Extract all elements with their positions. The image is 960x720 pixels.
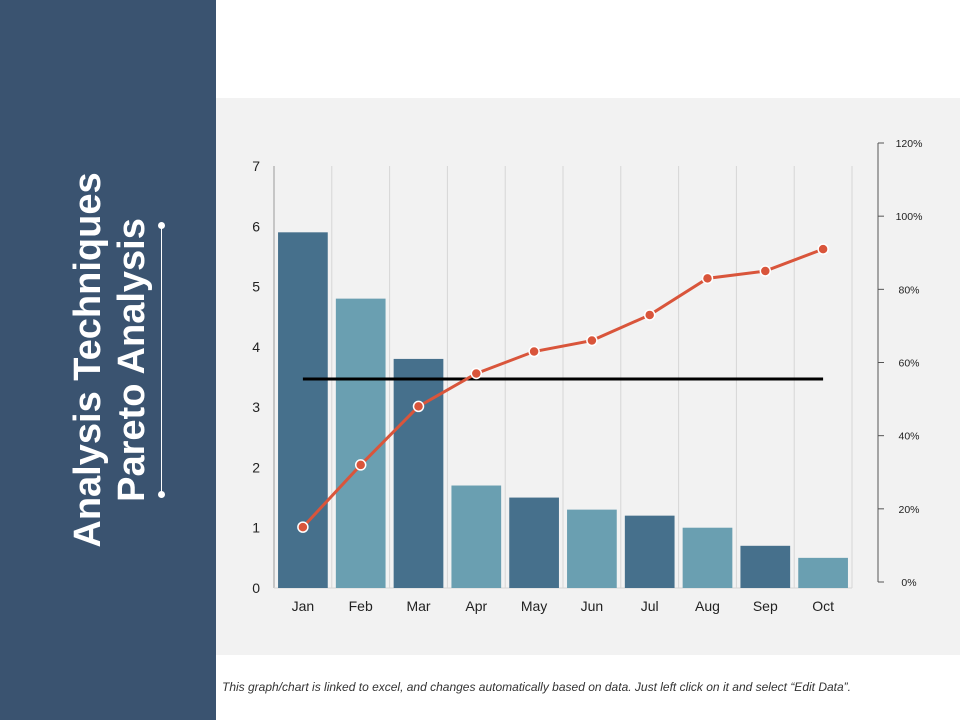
bar-sep [740,545,791,588]
x-tick-label: Aug [695,598,720,614]
y-tick-label: 0 [252,580,260,596]
cumulative-point-jan [297,521,309,533]
y2-tick-label: 40% [898,431,919,443]
cumulative-line [301,247,824,529]
bar-jan [278,232,328,589]
x-tick-label: Feb [349,598,373,614]
cumulative-point-sep [759,265,772,277]
x-tick-label: Jun [581,598,604,614]
cumulative-point-oct [817,243,829,255]
cumulative-point-mar [412,400,425,413]
cumulative-point-jun [586,334,598,347]
bar-may [509,497,559,588]
bar-jun [567,509,617,588]
y2-tick-label: 80% [898,284,919,296]
y2-tick-label: 120% [896,138,923,150]
bar-aug [682,527,733,588]
cumulative-point-apr [470,367,483,380]
x-tick-label: May [521,598,547,614]
footnote: This graph/chart is linked to excel, and… [222,680,851,694]
y-tick-label: 2 [252,459,260,475]
x-tick-label: Apr [465,598,487,614]
cumulative-point-jul [643,309,656,321]
y-tick-label: 5 [252,279,260,295]
y-tick-label: 1 [252,520,260,536]
sidebar-panel: Analysis Techniques Pareto Analysis [0,0,216,720]
decorative-dot-bottom [158,491,165,498]
y-tick-label: 7 [252,158,260,174]
x-tick-label: Jul [641,598,659,614]
cumulative-point-aug [701,272,714,285]
cumulative-point-may [528,345,540,358]
bar-oct [798,557,848,588]
y-tick-label: 6 [252,218,260,234]
decorative-line [161,226,162,495]
bar-feb [335,298,386,588]
y2-tick-label: 100% [896,211,923,223]
x-tick-label: Mar [406,598,430,614]
bar-jul [624,515,675,588]
x-tick-label: Jan [292,598,315,614]
y-tick-label: 4 [252,339,260,355]
y2-tick-label: 60% [898,358,919,370]
x-tick-label: Sep [753,598,778,614]
y2-tick-label: 20% [898,504,919,516]
bar-mar [393,358,444,588]
bar-apr [451,485,502,588]
cumulative-point-feb [354,459,367,471]
x-tick-label: Oct [812,598,834,614]
y-tick-label: 3 [252,399,260,415]
decorative-dot-top [158,222,165,229]
y2-tick-label: 0% [901,577,916,589]
